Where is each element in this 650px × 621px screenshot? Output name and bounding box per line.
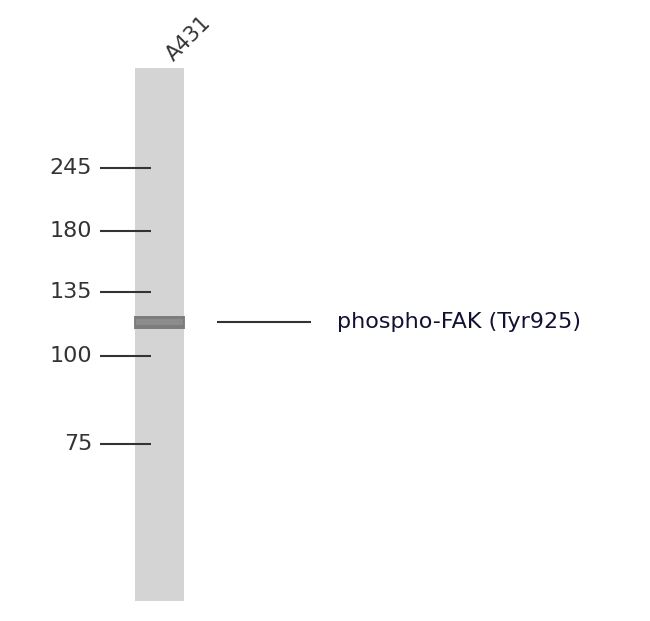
Text: 180: 180	[49, 222, 92, 242]
Bar	[134, 315, 185, 329]
Bar	[136, 319, 183, 325]
Text: 100: 100	[49, 346, 92, 366]
Text: phospho-FAK (Tyr925): phospho-FAK (Tyr925)	[337, 312, 581, 332]
Text: 135: 135	[49, 282, 92, 302]
Text: A431: A431	[162, 12, 215, 65]
Text: 245: 245	[49, 158, 92, 178]
Bar	[135, 68, 183, 601]
Text: 75: 75	[64, 433, 92, 454]
